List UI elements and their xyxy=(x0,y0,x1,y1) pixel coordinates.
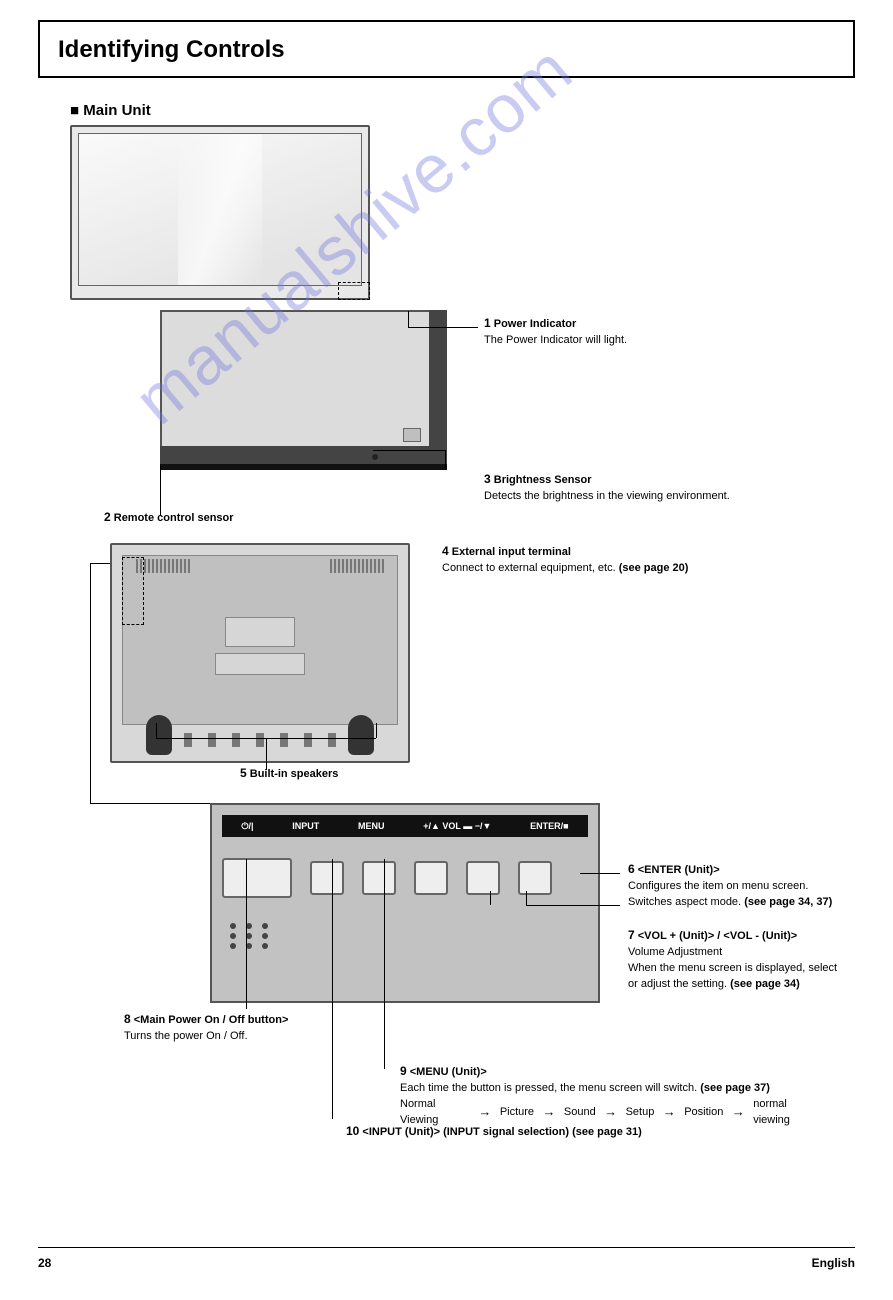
tv-front-diagram: 1 Power Indicator The Power Indicator wi… xyxy=(70,125,830,535)
callout-speakers: 5 Built-in speakers xyxy=(240,765,440,783)
title-box: Identifying Controls xyxy=(38,20,855,78)
power-led xyxy=(372,454,378,460)
input-button[interactable] xyxy=(310,861,344,895)
enter-label: ENTER/■ xyxy=(530,821,568,831)
sensor-area xyxy=(403,428,421,442)
page-title: Identifying Controls xyxy=(58,36,835,64)
vol-down-button[interactable] xyxy=(466,861,500,895)
tv-corner-zoom xyxy=(160,310,445,470)
vol-label: +/▲ VOL ▬ −/▼ xyxy=(423,821,491,831)
panel-label-strip: ⏻/| INPUT MENU +/▲ VOL ▬ −/▼ ENTER/■ xyxy=(222,815,588,837)
speaker-right xyxy=(348,715,374,755)
callout-input-unit: 10 <INPUT (Unit)> (INPUT signal selectio… xyxy=(346,1123,746,1141)
vol-up-button[interactable] xyxy=(414,861,448,895)
power-icon: ⏻/| xyxy=(241,821,253,832)
zoom-indicator-box xyxy=(338,282,370,300)
callout-remote-sensor: 2 Remote control sensor xyxy=(104,509,304,527)
tv-back-outline xyxy=(110,543,410,763)
menu-label: MENU xyxy=(358,821,385,831)
page-footer: 28 English xyxy=(38,1247,855,1270)
tv-front-outline xyxy=(70,125,370,300)
power-button[interactable] xyxy=(222,858,292,898)
vent-holes xyxy=(230,923,274,949)
callout-vol-unit: 7 <VOL + (Unit)> / <VOL - (Unit)> Volume… xyxy=(628,927,848,993)
button-zone xyxy=(122,557,144,625)
speaker-left xyxy=(146,715,172,755)
callout-external-input: 4 External input terminal Connect to ext… xyxy=(442,543,802,577)
footer-language: English xyxy=(812,1256,855,1270)
main-unit-heading: ■ Main Unit xyxy=(70,102,855,119)
page-number: 28 xyxy=(38,1256,51,1270)
callout-main-power: 8 <Main Power On / Off button> Turns the… xyxy=(124,1011,424,1045)
input-label: INPUT xyxy=(292,821,319,831)
tv-back-diagram: 4 External input terminal Connect to ext… xyxy=(70,543,830,1223)
callout-menu-unit: 9 <MENU (Unit)> Each time the button is … xyxy=(400,1063,820,1129)
control-panel: ⏻/| INPUT MENU +/▲ VOL ▬ −/▼ ENTER/■ xyxy=(210,803,600,1003)
callout-enter-unit: 6 <ENTER (Unit)> Configures the item on … xyxy=(628,861,848,911)
tv-screen xyxy=(78,133,362,286)
enter-button[interactable] xyxy=(518,861,552,895)
callout-power-indicator: 1 Power Indicator The Power Indicator wi… xyxy=(484,315,814,349)
menu-button[interactable] xyxy=(362,861,396,895)
callout-brightness-sensor: 3 Brightness Sensor Detects the brightne… xyxy=(484,471,814,505)
